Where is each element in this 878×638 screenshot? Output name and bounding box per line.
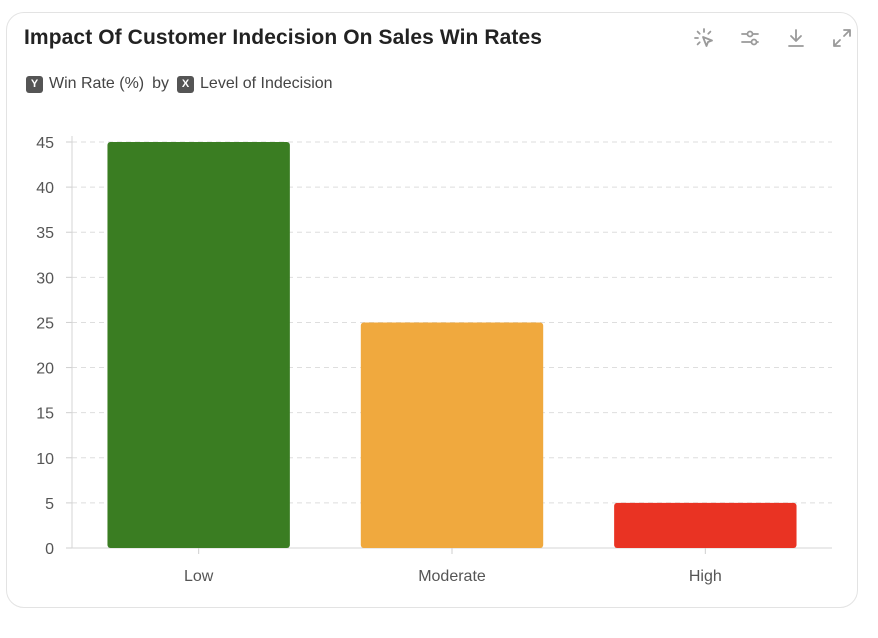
x-axis-badge: X (177, 75, 195, 93)
x-tick-label: Moderate (418, 568, 486, 585)
y-tick-label: 20 (36, 361, 54, 378)
x-axis-label: Level of Indecision (200, 75, 333, 92)
chart-title: Impact Of Customer Indecision On Sales W… (24, 26, 543, 49)
download-button[interactable] (782, 24, 810, 52)
y-tick-label: 30 (36, 270, 54, 287)
select-cursor-icon (694, 28, 713, 47)
chart-toolbar (690, 24, 856, 52)
y-tick-label: 40 (36, 180, 54, 197)
y-tick-label: 25 (36, 315, 54, 332)
bar-low (107, 142, 290, 548)
by-text: by (152, 75, 170, 92)
download-icon (788, 29, 804, 47)
expand-button[interactable] (828, 24, 856, 52)
x-tick-label: High (689, 568, 722, 585)
y-tick-label: 10 (36, 451, 54, 468)
y-tick-label: 35 (36, 225, 54, 242)
x-tick-label: Low (184, 568, 214, 585)
y-tick-label: 5 (45, 496, 54, 513)
y-axis-badge: Y (26, 75, 43, 93)
bar-moderate (360, 322, 544, 548)
y-tick-label: 0 (45, 541, 54, 558)
y-tick-label: 15 (36, 406, 54, 423)
filter-settings-button[interactable] (736, 24, 764, 52)
y-axis-label: Win Rate (%) (49, 75, 145, 92)
axis-legend: Y Win Rate (%) by X Level of Indecision (26, 75, 333, 93)
y-tick-label: 45 (36, 135, 54, 152)
sliders-icon (741, 30, 759, 46)
select-cursor-button[interactable] (690, 24, 718, 52)
expand-icon (833, 29, 851, 47)
bar-high (614, 502, 797, 548)
